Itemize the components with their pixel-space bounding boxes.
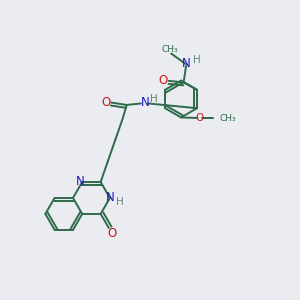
Text: H: H bbox=[116, 196, 123, 206]
Text: H: H bbox=[193, 55, 200, 65]
Text: O: O bbox=[107, 227, 116, 240]
Text: N: N bbox=[140, 96, 149, 109]
Text: CH₃: CH₃ bbox=[219, 113, 236, 122]
Text: N: N bbox=[182, 57, 191, 70]
Text: N: N bbox=[106, 191, 115, 204]
Text: N: N bbox=[76, 176, 85, 188]
Text: O: O bbox=[101, 96, 110, 109]
Text: O: O bbox=[195, 113, 203, 123]
Text: CH₃: CH₃ bbox=[161, 45, 178, 54]
Text: O: O bbox=[158, 74, 167, 87]
Text: H: H bbox=[149, 94, 157, 104]
